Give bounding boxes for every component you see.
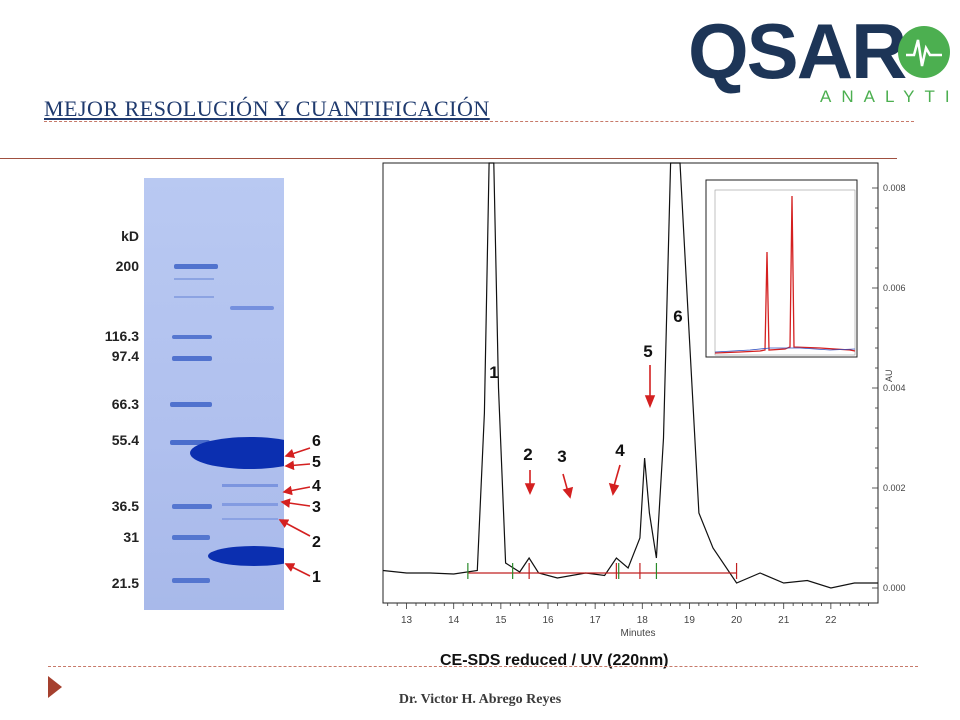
band-label: 6 xyxy=(312,433,321,450)
y-tick-label: 0.000 xyxy=(883,583,906,593)
peak-label: 2 xyxy=(523,445,532,464)
x-tick-label: 22 xyxy=(825,615,837,626)
arrow-icon xyxy=(278,447,311,577)
title-dashed-rule xyxy=(44,121,914,122)
mw-marker-label: 97.4 xyxy=(111,348,139,364)
band-label: 4 xyxy=(312,478,321,495)
x-tick-label: 18 xyxy=(637,615,649,626)
band-label: 2 xyxy=(312,534,321,551)
mw-marker-label: 55.4 xyxy=(111,432,139,448)
mw-marker-label: 21.5 xyxy=(111,575,139,591)
peak-label: 5 xyxy=(643,342,652,361)
x-tick-label: 21 xyxy=(778,615,790,626)
band-label: 3 xyxy=(312,499,321,516)
peak-label: 3 xyxy=(557,447,566,466)
x-tick-label: 19 xyxy=(684,615,696,626)
y-tick-label: 0.006 xyxy=(883,283,906,293)
x-axis-label: Minutes xyxy=(620,628,655,639)
gel-arrows xyxy=(278,447,311,577)
logo-subtitle: ANALYTICS xyxy=(820,87,960,106)
x-tick-label: 20 xyxy=(731,615,743,626)
trace-line xyxy=(382,162,878,589)
mw-marker-label: 36.5 xyxy=(111,498,139,514)
mw-marker-label: 200 xyxy=(115,258,139,274)
logo-wordmark: QSAR xyxy=(688,7,906,95)
mw-marker-label: 66.3 xyxy=(111,396,139,412)
peak-arrows xyxy=(524,365,656,499)
x-tick-label: 15 xyxy=(495,615,507,626)
y-tick-label: 0.008 xyxy=(883,183,906,193)
y-tick-label: 0.004 xyxy=(883,383,906,393)
x-tick-label: 16 xyxy=(542,615,554,626)
author-name: Dr. Victor H. Abrego Reyes xyxy=(398,692,562,707)
sds-page-gel-image xyxy=(144,178,284,610)
inset-chart xyxy=(705,179,858,358)
chart-caption: CE-SDS reduced / UV (220nm) xyxy=(440,652,669,669)
footer-dashed-rule xyxy=(48,666,918,667)
electropherogram-chart: AU Minutes 13 14 15 16 17 18 19 20 21 22… xyxy=(382,162,906,639)
logo-leaf-icon xyxy=(898,26,950,78)
arrow-icon xyxy=(608,482,620,496)
mw-unit-label: kD xyxy=(121,228,139,244)
x-tick-label: 13 xyxy=(401,615,413,626)
mw-marker-label: 31 xyxy=(123,529,139,545)
slide-title: MEJOR RESOLUCIÓN Y CUANTIFICACIÓN xyxy=(44,96,490,121)
band-label: 5 xyxy=(312,454,321,471)
x-tick-label: 14 xyxy=(448,615,460,626)
peak-label: 1 xyxy=(489,363,498,382)
band-label: 1 xyxy=(312,569,321,586)
arrow-icon xyxy=(644,395,656,409)
peak-label: 6 xyxy=(673,307,682,326)
x-tick-label: 17 xyxy=(590,615,602,626)
mw-marker-label: 116.3 xyxy=(104,328,139,344)
title-solid-rule xyxy=(0,158,897,159)
arrow-icon xyxy=(524,483,536,495)
y-axis-label: AU xyxy=(884,369,894,382)
footer-bullet-icon xyxy=(48,676,62,698)
qsar-logo: QSAR ANALYTICS xyxy=(688,7,960,106)
arrow-icon xyxy=(562,486,574,499)
y-tick-label: 0.002 xyxy=(883,483,906,493)
peak-label: 4 xyxy=(615,441,625,460)
